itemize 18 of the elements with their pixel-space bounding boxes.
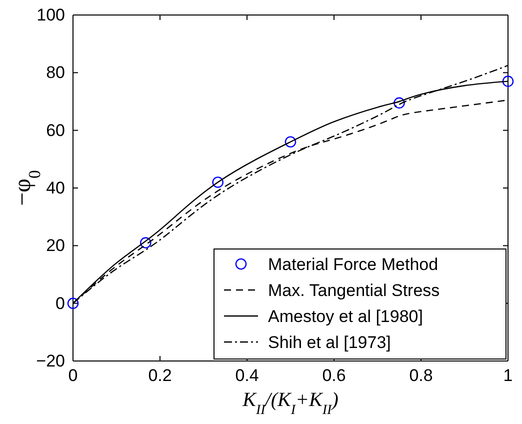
y-tick-label: 100 xyxy=(36,5,65,24)
x-tick-label: 0.2 xyxy=(148,366,172,386)
legend-label: Max. Tangential Stress xyxy=(268,281,440,300)
legend-label: Material Force Method xyxy=(268,255,438,274)
y-tick-label: 60 xyxy=(46,120,65,140)
y-tick-label: 40 xyxy=(46,178,65,198)
x-axis-title: K$_{II}$/(K$_{I}$+K$_{II}$) xyxy=(242,389,339,418)
x-tick-label: 0.8 xyxy=(409,366,433,386)
x-tick-label: 0.6 xyxy=(322,366,346,386)
legend-label: Amestoy et al [1980] xyxy=(268,307,423,326)
x-tick-label: 1 xyxy=(503,366,513,386)
legend-label: Shih et al [1973] xyxy=(268,333,391,352)
y-tick-label: 20 xyxy=(46,236,65,256)
x-tick-label: 0 xyxy=(68,366,78,386)
x-tick-label: 0.4 xyxy=(235,366,259,386)
y-tick-label: −20 xyxy=(36,351,65,370)
y-tick-label: 80 xyxy=(46,63,65,82)
y-tick-label: 0 xyxy=(56,294,65,313)
